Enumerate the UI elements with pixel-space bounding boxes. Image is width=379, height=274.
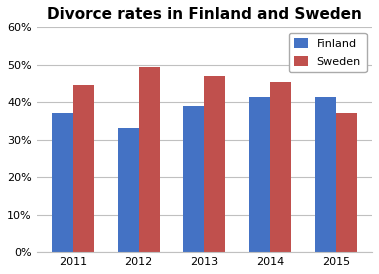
Bar — [73, 85, 94, 252]
Bar — [117, 129, 139, 252]
Title: Divorce rates in Finland and Sweden: Divorce rates in Finland and Sweden — [47, 7, 362, 22]
Bar — [139, 67, 160, 252]
Bar — [204, 76, 226, 252]
Bar — [52, 113, 73, 252]
Bar — [336, 113, 357, 252]
Bar — [315, 97, 336, 252]
Legend: Finland, Sweden: Finland, Sweden — [289, 33, 366, 72]
Bar — [183, 106, 204, 252]
Bar — [270, 82, 291, 252]
Bar — [249, 97, 270, 252]
